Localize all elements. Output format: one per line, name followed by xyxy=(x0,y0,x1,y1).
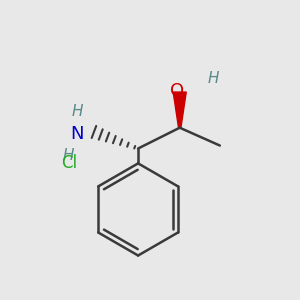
Text: Cl: Cl xyxy=(61,154,77,172)
Text: O: O xyxy=(170,82,184,100)
Text: H: H xyxy=(62,148,74,163)
Polygon shape xyxy=(173,92,186,128)
Text: H: H xyxy=(71,104,83,119)
Text: H: H xyxy=(208,71,220,86)
Text: N: N xyxy=(70,125,84,143)
